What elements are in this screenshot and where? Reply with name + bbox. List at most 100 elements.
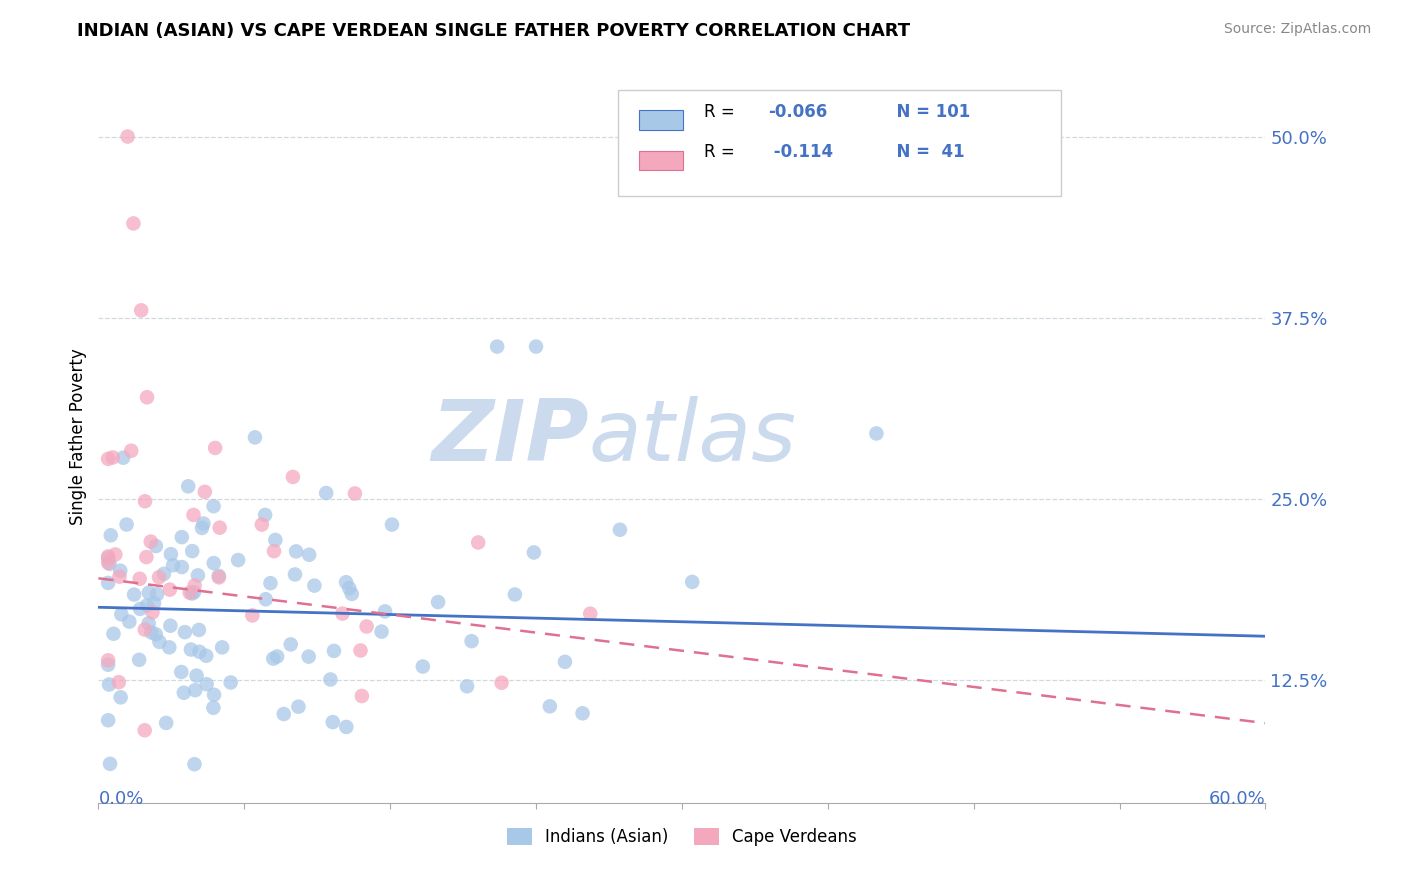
Point <box>97 713 120 727</box>
Point <box>97 549 120 564</box>
Point <box>322 715 344 730</box>
Point <box>104 548 127 562</box>
Point <box>195 648 218 663</box>
Point <box>134 623 156 637</box>
Point <box>179 585 201 599</box>
Point <box>187 623 209 637</box>
Point <box>554 655 576 669</box>
Point <box>183 757 205 772</box>
Point <box>523 545 546 559</box>
Point <box>183 508 205 522</box>
Point <box>184 683 207 698</box>
Point <box>177 479 200 493</box>
Point <box>141 605 163 619</box>
Point <box>170 530 193 544</box>
Point <box>538 699 561 714</box>
Point <box>170 665 193 679</box>
Point <box>97 653 120 667</box>
FancyBboxPatch shape <box>638 151 683 170</box>
Point <box>141 625 163 640</box>
Point <box>335 720 357 734</box>
Point <box>139 534 162 549</box>
Point <box>370 624 392 639</box>
Point <box>412 659 434 673</box>
Text: N =  41: N = 41 <box>884 143 965 161</box>
Point <box>173 686 195 700</box>
Point <box>254 592 277 607</box>
Point <box>160 547 183 561</box>
Text: R =: R = <box>704 143 740 161</box>
Point <box>503 587 526 601</box>
Point <box>148 635 170 649</box>
Point <box>129 602 152 616</box>
Point <box>129 303 152 318</box>
Point <box>240 608 263 623</box>
Point <box>188 645 211 659</box>
Point <box>138 616 160 631</box>
Point <box>118 615 141 629</box>
Point <box>427 595 450 609</box>
Point <box>136 599 159 613</box>
Point <box>202 688 225 702</box>
Point <box>138 586 160 600</box>
Point <box>134 723 156 738</box>
Point <box>226 553 249 567</box>
Point <box>107 675 129 690</box>
Point <box>381 517 404 532</box>
Text: Source: ZipAtlas.com: Source: ZipAtlas.com <box>1223 22 1371 37</box>
Point <box>304 579 326 593</box>
Point <box>281 470 304 484</box>
Point <box>285 544 308 558</box>
Point <box>264 533 287 547</box>
Point <box>486 340 509 354</box>
Point <box>103 626 125 640</box>
Point <box>263 544 285 558</box>
Point <box>181 544 204 558</box>
Text: ZIP: ZIP <box>430 395 589 479</box>
Point <box>524 340 547 354</box>
Point <box>332 607 354 621</box>
Point <box>162 558 184 573</box>
Point <box>865 426 887 441</box>
Text: atlas: atlas <box>589 395 797 479</box>
Point <box>101 450 124 465</box>
Point <box>208 570 231 584</box>
Point <box>349 643 371 657</box>
Point <box>148 570 170 584</box>
Point <box>250 517 273 532</box>
Point <box>170 560 193 574</box>
Point <box>571 706 593 721</box>
Point <box>491 675 513 690</box>
Point <box>98 557 121 571</box>
Point <box>97 556 120 570</box>
Text: R =: R = <box>704 103 740 120</box>
Text: -0.114: -0.114 <box>768 143 834 161</box>
Point <box>135 550 157 565</box>
Point <box>153 566 176 581</box>
Point <box>298 548 321 562</box>
Point <box>97 657 120 672</box>
Point <box>98 677 121 691</box>
Point <box>110 607 132 622</box>
Point <box>337 581 360 595</box>
Point <box>194 484 217 499</box>
Point <box>112 450 135 465</box>
Point <box>374 604 396 618</box>
Point <box>98 756 121 771</box>
Point <box>193 516 215 531</box>
Point <box>110 690 132 705</box>
Point <box>97 551 120 566</box>
Legend: Indians (Asian), Cape Verdeans: Indians (Asian), Cape Verdeans <box>501 822 863 853</box>
Point <box>122 588 145 602</box>
Point <box>128 572 150 586</box>
Point <box>186 668 208 682</box>
Text: N = 101: N = 101 <box>884 103 970 120</box>
Point <box>136 390 159 404</box>
Point <box>460 634 482 648</box>
Point <box>180 642 202 657</box>
Point <box>202 499 225 513</box>
Point <box>208 569 231 583</box>
Point <box>202 700 225 714</box>
Point <box>681 574 703 589</box>
Point <box>128 653 150 667</box>
